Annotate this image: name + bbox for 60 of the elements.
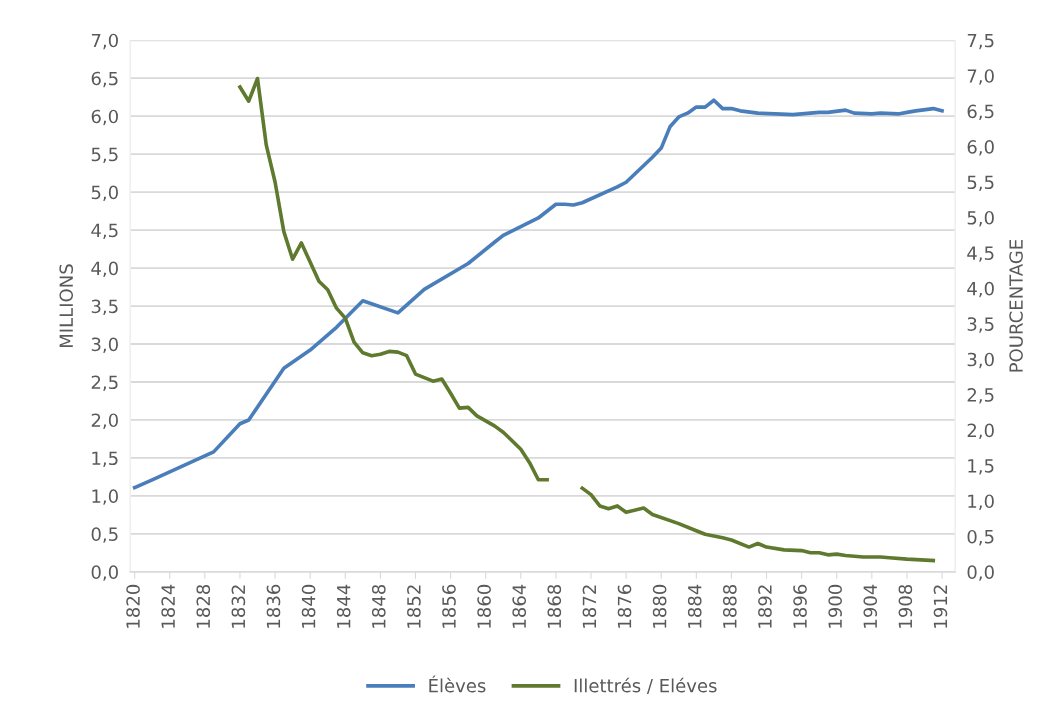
y-axis-title: MILLIONS	[59, 264, 74, 348]
x-tick-label: 1904	[863, 584, 878, 628]
y-tick-label: 0,5	[91, 527, 118, 543]
x-tick-label: 1888	[723, 584, 737, 628]
y-tick-label: 2,5	[91, 375, 118, 391]
y-tick-label: 4,0	[91, 261, 118, 278]
y2-tick-label: 7,5	[967, 33, 994, 50]
y-tick-label: 3,0	[91, 337, 118, 353]
y-tick-label: 1,0	[92, 489, 118, 505]
y-tick-label: 6,5	[91, 71, 118, 88]
y-tick-label: 0,0	[91, 565, 118, 581]
x-tick-label: 1896	[793, 584, 807, 628]
y2-tick-label: 6,0	[967, 140, 994, 156]
y2-tick-label: 2,5	[967, 388, 994, 404]
y2-tick-label: 0,0	[967, 565, 994, 581]
y2-tick-label: 5,5	[967, 175, 994, 191]
x-tick-label: 1848	[371, 584, 386, 628]
y2-tick-label: 3,0	[967, 352, 994, 369]
x-tick-label: 1824	[161, 584, 175, 628]
legend-label: Élèves	[429, 675, 486, 693]
line-series	[132, 98, 944, 490]
y2-tick-label: 1,0	[968, 494, 994, 510]
x-tick-label: 1852	[407, 585, 421, 628]
x-tick-label: 1844	[336, 584, 351, 628]
y2-tick-label: 2,0	[967, 423, 994, 440]
x-tick-label: 1856	[442, 584, 456, 628]
y-tick-label: 3,5	[91, 299, 118, 316]
y-tick-label: 7,0	[91, 33, 118, 50]
x-tick-label: 1892	[758, 585, 772, 628]
y-tick-label: 5,5	[91, 147, 118, 164]
y2-axis-title: POURCENTAGE	[1009, 239, 1023, 372]
y-tick-label: 5,0	[91, 185, 118, 202]
y2-tick-label: 4,5	[967, 246, 994, 262]
x-tick-label: 1860	[477, 584, 491, 628]
x-tick-label: 1836	[266, 584, 281, 628]
x-tick-label: 1868	[547, 584, 562, 628]
x-tick-label: 1900	[828, 584, 842, 628]
x-tick-label: 1884	[687, 584, 702, 628]
y2-tick-label: 7,0	[967, 69, 994, 85]
x-tick-label: 1872	[582, 585, 597, 628]
y2-tick-label: 1,5	[968, 459, 994, 475]
y-tick-label: 2,0	[91, 413, 118, 429]
x-tick-label: 1908	[898, 584, 913, 628]
legend-label: Illettrés / Eléves	[574, 677, 717, 694]
x-tick-label: 1880	[652, 584, 667, 628]
x-tick-label: 1876	[617, 584, 632, 628]
y2-tick-label: 6,5	[967, 104, 994, 121]
y-tick-label: 4,5	[91, 223, 118, 240]
y-tick-label: 6,0	[91, 109, 118, 126]
y2-tick-label: 0,5	[967, 529, 994, 546]
y2-tick-label: 4,0	[967, 281, 994, 298]
x-tick-label: 1912	[933, 585, 948, 628]
y-tick-label: 1,5	[92, 451, 118, 467]
x-tick-label: 1828	[196, 584, 211, 628]
x-tick-label: 1864	[512, 584, 527, 628]
y2-tick-label: 3,5	[967, 317, 994, 333]
y2-tick-label: 5,0	[967, 210, 994, 227]
x-tick-label: 1820	[126, 584, 140, 628]
x-tick-label: 1832	[231, 585, 246, 628]
x-tick-label: 1840	[301, 584, 316, 628]
